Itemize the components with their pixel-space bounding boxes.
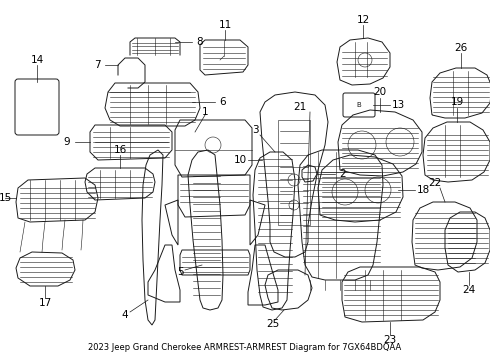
Text: 14: 14 [30, 55, 44, 65]
Text: 5: 5 [177, 267, 183, 277]
Text: 1: 1 [202, 107, 208, 117]
Text: 23: 23 [383, 335, 396, 345]
Text: 3: 3 [252, 125, 258, 135]
Text: 24: 24 [463, 285, 476, 295]
Text: 8: 8 [196, 37, 203, 47]
Text: 22: 22 [428, 178, 441, 188]
Text: 17: 17 [38, 298, 51, 308]
Text: 21: 21 [294, 102, 307, 112]
Text: 4: 4 [122, 310, 128, 320]
Text: 19: 19 [450, 97, 464, 107]
Text: 13: 13 [392, 100, 405, 110]
Text: 12: 12 [356, 15, 369, 25]
Text: 25: 25 [267, 319, 280, 329]
Text: 18: 18 [416, 185, 430, 195]
Text: 6: 6 [220, 97, 226, 107]
Text: 2: 2 [340, 169, 346, 179]
Text: B: B [357, 102, 362, 108]
Text: 2023 Jeep Grand Cherokee ARMREST-ARMREST Diagram for 7GX64BDQAA: 2023 Jeep Grand Cherokee ARMREST-ARMREST… [88, 343, 402, 352]
Text: 9: 9 [64, 137, 70, 147]
Text: 16: 16 [113, 145, 126, 155]
Text: 10: 10 [233, 155, 246, 165]
Text: 20: 20 [373, 87, 387, 97]
Text: 26: 26 [454, 43, 467, 53]
Text: 7: 7 [94, 60, 100, 70]
Text: 15: 15 [0, 193, 12, 203]
Text: 11: 11 [219, 20, 232, 30]
